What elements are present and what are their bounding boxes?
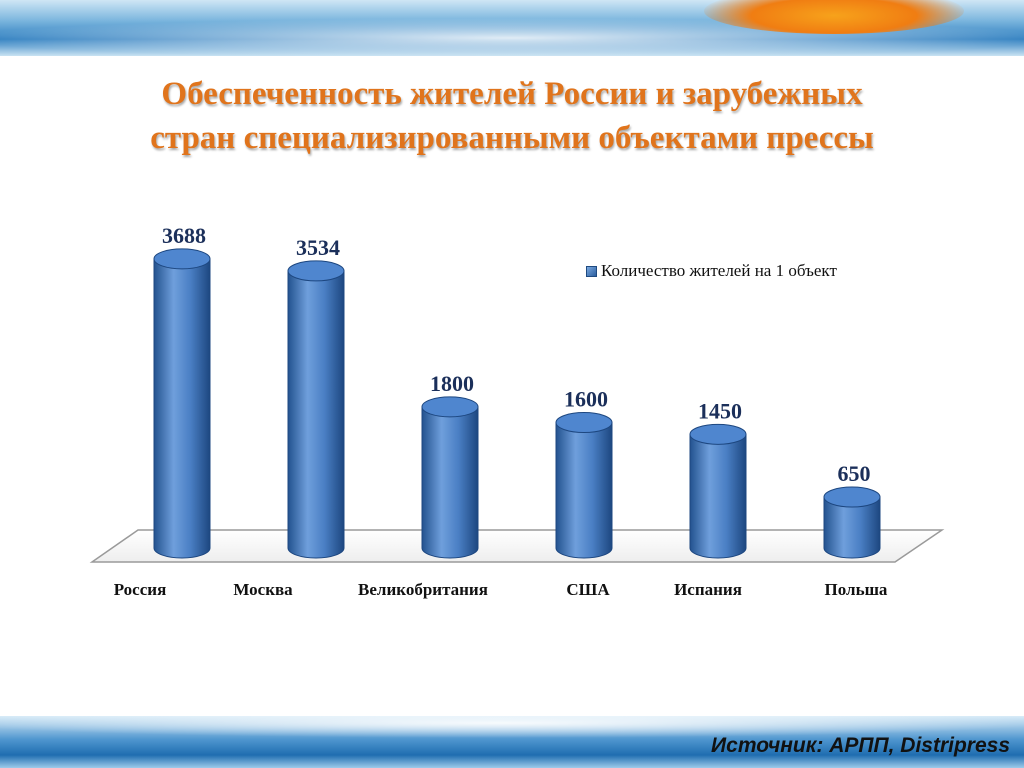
slide-title: Обеспеченность жителей России и зарубежн… <box>0 72 1024 160</box>
category-label-2: Великобритания <box>358 580 488 599</box>
bar-4 <box>689 423 747 559</box>
bar-3 <box>555 412 613 559</box>
bar-0 <box>153 248 211 559</box>
data-label-0: 3688 <box>162 223 206 248</box>
category-label-5: Польша <box>825 580 888 599</box>
title-line-1: Обеспеченность жителей России и зарубежн… <box>161 76 863 112</box>
chart-legend: Количество жителей на 1 объект <box>586 261 837 281</box>
category-label-1: Москва <box>233 580 293 599</box>
bar-2 <box>421 396 479 559</box>
bottom-banner <box>0 716 1024 768</box>
title-line-2: стран специализированными объектами прес… <box>150 120 874 156</box>
top-banner <box>0 0 1024 56</box>
legend-swatch <box>586 265 597 277</box>
category-label-0: Россия <box>114 580 167 599</box>
data-label-3: 1600 <box>564 387 608 412</box>
legend-label: Количество жителей на 1 объект <box>601 261 837 280</box>
bar-5 <box>823 486 881 559</box>
data-label-2: 1800 <box>430 371 474 396</box>
bar-1 <box>287 260 345 559</box>
data-label-5: 650 <box>838 461 871 486</box>
category-label-3: США <box>566 580 610 599</box>
data-label-1: 3534 <box>296 235 340 260</box>
source-note: Источник: АРПП, Distripress <box>711 734 1010 757</box>
chart-floor <box>89 529 945 563</box>
category-label-4: Испания <box>674 580 742 599</box>
data-label-4: 1450 <box>698 398 742 423</box>
